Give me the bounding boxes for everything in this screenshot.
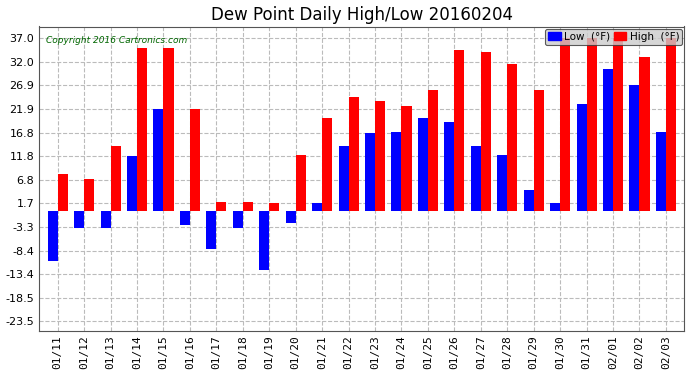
Text: Copyright 2016 Cartronics.com: Copyright 2016 Cartronics.com (46, 36, 187, 45)
Bar (312, 204, 322, 212)
Bar (560, 38, 570, 212)
Bar (603, 69, 613, 211)
Bar (348, 97, 359, 211)
Bar (339, 146, 348, 211)
Bar (269, 204, 279, 212)
Bar (84, 178, 94, 212)
Bar (127, 156, 137, 212)
Bar (418, 118, 428, 212)
Bar (402, 106, 411, 211)
Bar (577, 104, 586, 212)
Bar (365, 133, 375, 212)
Bar (206, 211, 217, 249)
Bar (391, 132, 402, 212)
Bar (233, 211, 243, 228)
Bar (481, 52, 491, 211)
Title: Dew Point Daily High/Low 20160204: Dew Point Daily High/Low 20160204 (211, 6, 513, 24)
Bar (110, 146, 121, 211)
Bar (455, 50, 464, 211)
Bar (497, 155, 507, 212)
Bar (137, 48, 147, 211)
Bar (286, 211, 296, 223)
Bar (101, 211, 110, 228)
Bar (296, 155, 306, 212)
Bar (217, 202, 226, 211)
Legend: Low  (°F), High  (°F): Low (°F), High (°F) (545, 28, 682, 45)
Bar (550, 204, 560, 212)
Bar (524, 190, 533, 211)
Bar (190, 109, 200, 211)
Bar (471, 146, 481, 211)
Bar (259, 211, 269, 270)
Bar (640, 57, 649, 211)
Bar (58, 174, 68, 211)
Bar (666, 38, 676, 212)
Bar (507, 64, 518, 211)
Bar (586, 38, 597, 212)
Bar (243, 202, 253, 211)
Bar (613, 38, 623, 212)
Bar (629, 86, 640, 212)
Bar (153, 109, 164, 211)
Bar (375, 101, 385, 211)
Bar (48, 211, 58, 261)
Bar (533, 90, 544, 212)
Bar (428, 90, 438, 212)
Bar (444, 123, 455, 211)
Bar (74, 211, 84, 228)
Bar (180, 211, 190, 225)
Bar (164, 48, 173, 211)
Bar (656, 132, 666, 212)
Bar (322, 118, 332, 212)
